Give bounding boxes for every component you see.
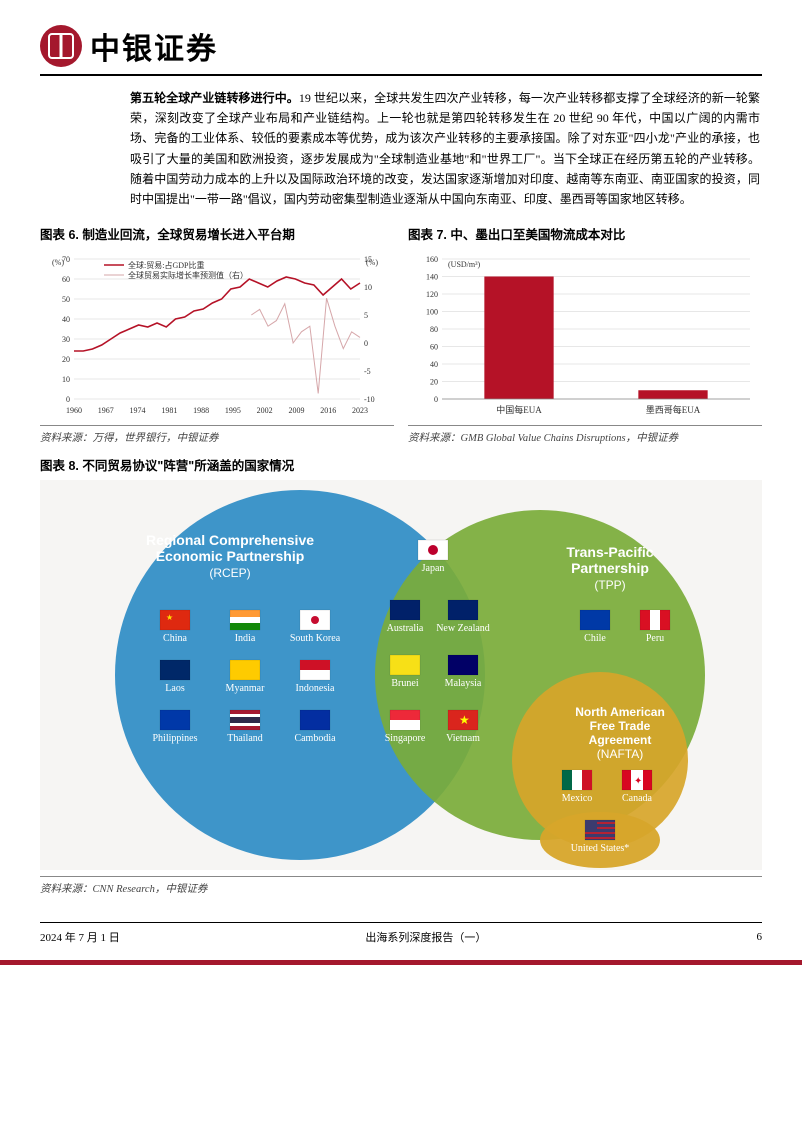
svg-text:140: 140 <box>426 272 438 281</box>
chart6-title: 图表 6. 制造业回流，全球贸易增长进入平台期 <box>40 224 394 243</box>
chart8-title: 图表 8. 不同贸易协议"阵营"所涵盖的国家情况 <box>40 455 762 474</box>
svg-text:2016: 2016 <box>320 406 336 415</box>
svg-text:Economic Partnership: Economic Partnership <box>156 548 305 564</box>
svg-text:North American: North American <box>575 705 665 719</box>
lead-bold: 第五轮全球产业链转移进行中。 <box>130 91 299 105</box>
svg-text:Thailand: Thailand <box>227 733 263 744</box>
svg-text:India: India <box>235 633 256 644</box>
svg-text:1981: 1981 <box>161 406 177 415</box>
svg-text:China: China <box>163 633 187 644</box>
svg-text:160: 160 <box>426 255 438 264</box>
footer-series: 出海系列深度报告（一） <box>365 929 486 945</box>
svg-text:5: 5 <box>364 311 368 320</box>
svg-text:全球贸易实际增长率预测值（右）: 全球贸易实际增长率预测值（右） <box>128 270 248 280</box>
svg-text:South Korea: South Korea <box>290 633 341 644</box>
svg-text:1960: 1960 <box>66 406 82 415</box>
chart6-line: 010203040506070-10-5051015(%)(%)19601967… <box>40 249 394 419</box>
svg-text:50: 50 <box>62 295 70 304</box>
svg-text:0: 0 <box>364 339 368 348</box>
svg-text:(RCEP): (RCEP) <box>209 566 250 580</box>
svg-text:20: 20 <box>62 355 70 364</box>
svg-text:1967: 1967 <box>98 406 114 415</box>
chart7-bar: 0 20 40 60 80 100 120 140 160 (USD/m³) 中国每EUA 墨西哥每E… <box>408 249 762 419</box>
svg-text:Partnership: Partnership <box>571 560 649 576</box>
svg-text:Vietnam: Vietnam <box>446 733 480 744</box>
svg-text:60: 60 <box>62 275 70 284</box>
svg-text:0: 0 <box>434 395 438 404</box>
svg-text:Peru: Peru <box>646 633 664 644</box>
svg-text:(%): (%) <box>52 258 64 267</box>
chart7-title: 图表 7. 中、墨出口至美国物流成本对比 <box>408 224 762 243</box>
svg-text:Agreement: Agreement <box>589 733 652 747</box>
svg-text:Brunei: Brunei <box>391 678 418 689</box>
svg-text:中国每EUA: 中国每EUA <box>496 404 542 415</box>
svg-text:✦: ✦ <box>634 776 642 787</box>
chart8-venn: Regional ComprehensiveEconomic Partnersh… <box>40 480 762 870</box>
svg-text:(TPP): (TPP) <box>594 578 625 592</box>
report-header: 中银证券 <box>40 24 762 68</box>
svg-text:1974: 1974 <box>130 406 146 415</box>
svg-text:(NAFTA): (NAFTA) <box>597 747 643 761</box>
svg-text:(USD/m³): (USD/m³) <box>448 260 481 269</box>
chart8-source: 资料来源：CNN Research，中银证券 <box>40 881 762 896</box>
svg-text:Cambodia: Cambodia <box>294 733 336 744</box>
svg-text:Mexico: Mexico <box>562 793 593 804</box>
page-footer: 2024 年 7 月 1 日 出海系列深度报告（一） 6 <box>40 922 762 945</box>
footer-date: 2024 年 7 月 1 日 <box>40 929 120 945</box>
svg-text:Philippines: Philippines <box>152 733 197 744</box>
svg-text:-5: -5 <box>364 367 371 376</box>
svg-text:100: 100 <box>426 307 438 316</box>
svg-text:Japan: Japan <box>422 563 445 574</box>
footer-page: 6 <box>732 931 762 943</box>
svg-text:2009: 2009 <box>288 406 304 415</box>
boc-logo-icon <box>40 25 82 67</box>
svg-text:墨西哥每EUA: 墨西哥每EUA <box>646 404 701 415</box>
chart6-source: 资料来源：万得，世界银行，中银证券 <box>40 430 394 445</box>
svg-text:Canada: Canada <box>622 793 653 804</box>
svg-text:Myanmar: Myanmar <box>226 683 266 694</box>
svg-text:Laos: Laos <box>165 683 185 694</box>
paragraph-text: 19 世纪以来，全球共发生四次产业转移，每一次产业转移都支撑了全球经济的新一轮繁… <box>130 91 760 207</box>
svg-text:全球:贸易:占GDP比重: 全球:贸易:占GDP比重 <box>128 260 204 270</box>
svg-text:2002: 2002 <box>257 406 273 415</box>
body-paragraph: 第五轮全球产业链转移进行中。19 世纪以来，全球共发生四次产业转移，每一次产业转… <box>40 88 762 224</box>
svg-text:Indonesia: Indonesia <box>296 683 335 694</box>
svg-text:30: 30 <box>62 335 70 344</box>
svg-text:2023: 2023 <box>352 406 368 415</box>
svg-text:★: ★ <box>166 613 173 622</box>
svg-text:0: 0 <box>66 395 70 404</box>
svg-text:10: 10 <box>364 283 372 292</box>
svg-text:Free Trade: Free Trade <box>590 719 651 733</box>
svg-text:60: 60 <box>430 342 438 351</box>
svg-text:80: 80 <box>430 325 438 334</box>
svg-text:-10: -10 <box>364 395 375 404</box>
svg-text:40: 40 <box>62 315 70 324</box>
svg-text:Trans-Pacific: Trans-Pacific <box>566 544 653 560</box>
svg-text:Australia: Australia <box>387 623 424 634</box>
svg-text:20: 20 <box>430 377 438 386</box>
svg-text:Chile: Chile <box>584 633 606 644</box>
svg-text:United States*: United States* <box>571 843 630 854</box>
brand-name: 中银证券 <box>90 24 218 68</box>
svg-text:1988: 1988 <box>193 406 209 415</box>
svg-text:120: 120 <box>426 290 438 299</box>
svg-text:Regional Comprehensive: Regional Comprehensive <box>146 532 314 548</box>
svg-text:New Zealand: New Zealand <box>436 623 490 634</box>
header-divider <box>40 74 762 76</box>
svg-text:Malaysia: Malaysia <box>445 678 482 689</box>
chart7-source: 资料来源：GMB Global Value Chains Disruptions… <box>408 430 762 445</box>
svg-text:(%): (%) <box>366 258 378 267</box>
svg-text:Singapore: Singapore <box>385 733 426 744</box>
svg-text:1995: 1995 <box>225 406 241 415</box>
svg-text:40: 40 <box>430 360 438 369</box>
svg-text:★: ★ <box>459 713 470 727</box>
svg-text:10: 10 <box>62 375 70 384</box>
